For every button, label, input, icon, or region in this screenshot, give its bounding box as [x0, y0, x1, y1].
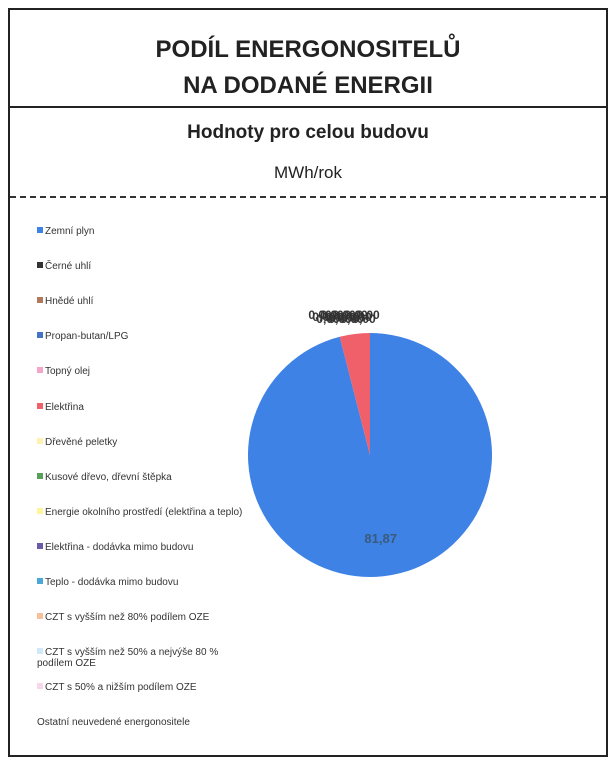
- legend-swatch: [37, 648, 43, 655]
- legend-label: Propan-butan/LPG: [45, 331, 129, 343]
- legend-item: CZT s vyšším než 80% podílem OZE: [37, 612, 252, 623]
- data-label: 0,00: [316, 312, 340, 326]
- pie-slice: [339, 333, 370, 455]
- data-label: 0,00: [332, 308, 356, 322]
- legend-item: Elektřina: [37, 402, 252, 413]
- legend-swatch: [37, 367, 43, 374]
- legend-label: Energie okolního prostředí (elektřina a …: [45, 506, 243, 518]
- legend-item: Topný olej: [37, 366, 252, 377]
- data-label: 0,00: [308, 308, 332, 322]
- data-label: 0,00: [328, 312, 352, 326]
- legend-swatch: [37, 613, 43, 620]
- data-label: 0,00: [344, 308, 368, 322]
- legend-label: CZT s vyšším než 50% a nejvýše 80 % podí…: [37, 647, 219, 670]
- legend-label: Dřevěné peletky: [45, 436, 118, 448]
- data-label: 0,00: [348, 310, 372, 324]
- legend-item: Propan-butan/LPG: [37, 331, 252, 342]
- chart-subtitle: MWh/rok: [274, 163, 342, 182]
- data-label: 0,00: [324, 310, 348, 324]
- title-line: NA DODANÉ ENERGII: [183, 72, 433, 99]
- legend-swatch: [37, 332, 43, 339]
- data-label: 0,00: [320, 308, 344, 322]
- legend-swatch: [37, 578, 43, 584]
- legend-swatch: [37, 683, 43, 690]
- legend-label: Topný olej: [45, 366, 91, 378]
- legend-label: Kusové dřevo, dřevní štěpka: [45, 471, 172, 483]
- legend-item: Zemní plyn: [37, 226, 252, 237]
- legend-item: Ostatní neuvedené energonositele: [37, 717, 252, 728]
- legend-label: Teplo - dodávka mimo budovu: [45, 577, 179, 588]
- legend-swatch: [37, 472, 43, 479]
- legend-item: Teplo - dodávka mimo budovu: [37, 577, 252, 588]
- legend-label: CZT s 50% a nižším podílem OZE: [45, 682, 197, 694]
- legend-swatch: [37, 262, 43, 269]
- data-label: 0,00: [312, 310, 336, 324]
- data-label: 0,00: [340, 312, 364, 326]
- title-line: PODÍL ENERGONOSITELŮ: [155, 36, 461, 63]
- legend-label: Ostatní neuvedené energonositele: [37, 717, 190, 729]
- legend-swatch: [37, 297, 43, 304]
- title-box: PODÍL ENERGONOSITELŮ NA DODANÉ ENERGII: [10, 10, 606, 108]
- pie-slice: [247, 333, 492, 577]
- legend-item: CZT s vyšším než 50% a nejvýše 80 % podí…: [37, 647, 252, 669]
- legend-swatch: [37, 542, 43, 549]
- legend-item: Černé uhlí: [37, 261, 252, 272]
- legend-item: CZT s 50% a nižším podílem OZE: [37, 682, 252, 693]
- legend-label: Hnědé uhlí: [45, 296, 94, 308]
- legend-label: Zemní plyn: [45, 226, 95, 237]
- document-frame: PODÍL ENERGONOSITELŮ NA DODANÉ ENERGII H…: [8, 8, 608, 757]
- data-label: 81,87: [364, 531, 397, 546]
- legend-swatch: [37, 437, 43, 444]
- legend-label: Elektřina - dodávka mimo budovu: [45, 541, 194, 553]
- legend-item: Elektřina - dodávka mimo budovu: [37, 542, 252, 553]
- legend-label: Elektřina: [45, 401, 84, 413]
- legend-swatch: [37, 227, 43, 233]
- legend-item: Dřevěné peletky: [37, 437, 252, 448]
- data-label: 0,00: [356, 308, 380, 322]
- legend-swatch: [37, 402, 43, 409]
- legend-label: CZT s vyšším než 80% podílem OZE: [45, 612, 210, 624]
- chart-title: Hodnoty pro celou budovu: [187, 122, 429, 143]
- legend-swatch: [37, 507, 43, 514]
- divider: [10, 196, 606, 198]
- legend-item: Energie okolního prostředí (elektřina a …: [37, 507, 252, 518]
- data-label: 0,00: [336, 310, 360, 324]
- legend-item: Hnědé uhlí: [37, 296, 252, 307]
- legend-label: Černé uhlí: [45, 261, 92, 273]
- legend-item: Kusové dřevo, dřevní štěpka: [37, 472, 252, 483]
- data-label: 0,00: [352, 312, 376, 326]
